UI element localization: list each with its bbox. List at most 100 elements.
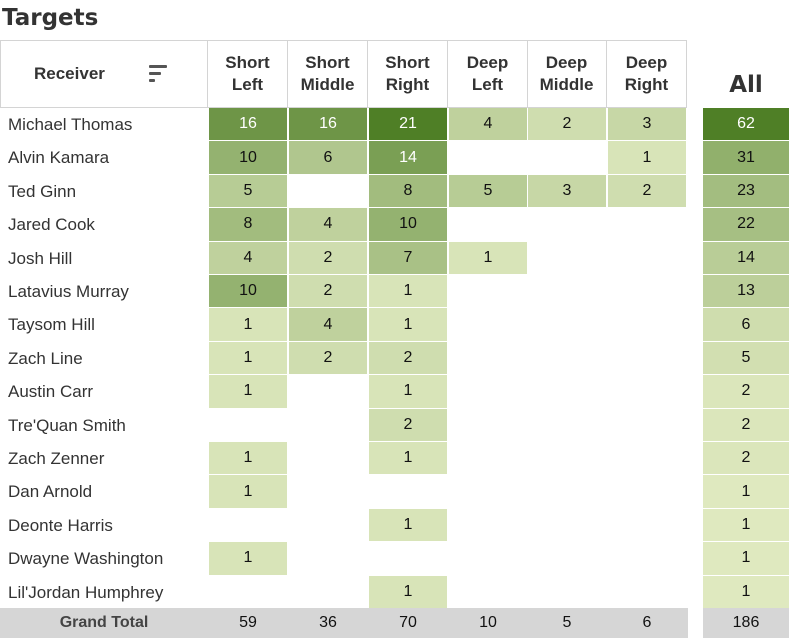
heatmap-cell: 1 [209, 542, 287, 575]
all-total-cell: 13 [703, 275, 789, 308]
heatmap-cell: 10 [369, 208, 447, 241]
heatmap-cell: 4 [289, 208, 367, 241]
heatmap-cell: 16 [289, 108, 367, 141]
heatmap-cell: 8 [369, 174, 447, 208]
all-total-cell: 1 [703, 542, 789, 575]
heatmap-cell: 10 [209, 141, 287, 174]
heatmap-cell: 16 [209, 108, 287, 141]
receiver-name: Zach Zenner [8, 449, 105, 468]
all-total-cell: 14 [703, 241, 789, 274]
all-total-cell: 23 [703, 174, 789, 208]
receiver-name: Josh Hill [8, 248, 73, 268]
receiver-name: Tre'Quan Smith [8, 415, 126, 435]
all-total-cell: 6 [703, 308, 789, 341]
column-header-line1: Deep [466, 53, 509, 72]
column-header-line2: Right [624, 75, 669, 94]
receiver-name: Deonte Harris [8, 515, 113, 535]
grand-total-cell: 70 [399, 614, 417, 631]
column-header-0: Short Left [208, 40, 288, 108]
chart-title: Targets [2, 5, 99, 31]
heatmap-cell: 10 [209, 275, 287, 308]
heatmap-cell: 2 [608, 174, 686, 208]
heatmap-cell: 3 [608, 108, 686, 141]
column-header-line1: Deep [545, 53, 588, 72]
receiver-name: Jared Cook [8, 215, 95, 235]
column-header-4: Deep Middle [527, 40, 607, 108]
column-header-line1: Deep [625, 53, 668, 72]
heatmap-cell: 1 [449, 241, 527, 274]
column-header-line2: Right [385, 75, 430, 94]
grand-total-bar [0, 608, 688, 638]
receiver-name: Lil'Jordan Humphrey [8, 582, 164, 602]
heatmap-cell: 1 [369, 442, 447, 475]
all-total-cell: 1 [703, 575, 789, 608]
heatmap-cell: 14 [369, 141, 447, 174]
heatmap-cell: 1 [369, 508, 447, 542]
all-total-cell: 62 [703, 108, 789, 141]
grand-total-label: Grand Total [59, 614, 149, 631]
heatmap-cell: 7 [369, 241, 447, 274]
heatmap-cell: 3 [528, 174, 606, 208]
column-header-line2: Middle [539, 75, 594, 94]
grand-total-cell: 59 [239, 614, 257, 631]
heatmap-cell: 2 [369, 408, 447, 441]
heatmap-cell: 2 [369, 341, 447, 375]
grand-total-cell: 6 [642, 614, 652, 631]
all-total-cell: 2 [703, 442, 789, 475]
all-total-cell: 2 [703, 375, 789, 408]
all-total-cell: 5 [703, 341, 789, 375]
receiver-column-header[interactable]: Receiver [0, 40, 208, 108]
heatmap-cell: 1 [608, 141, 686, 174]
all-total-cell: 22 [703, 208, 789, 241]
grand-total-cell: 10 [479, 614, 497, 631]
heatmap-cell: 5 [209, 174, 287, 208]
receiver-name: Dan Arnold [8, 482, 93, 502]
receiver-name: Alvin Kamara [8, 148, 110, 168]
grand-total-all-bar [703, 608, 789, 638]
receiver-name: Dwayne Washington [8, 549, 164, 569]
column-header-line2: Left [231, 75, 264, 94]
heatmap-cell: 4 [209, 241, 287, 274]
column-header-line1: Short [225, 53, 270, 72]
column-header-line1: Short [385, 53, 430, 72]
heatmap-cell: 1 [209, 442, 287, 475]
heatmap-cell: 1 [369, 308, 447, 341]
receiver-name: Taysom Hill [8, 315, 95, 335]
heatmap-cell: 21 [369, 108, 447, 141]
column-header-2: Short Right [368, 40, 448, 108]
heatmap-cell: 1 [209, 341, 287, 375]
heatmap-cell: 2 [528, 108, 606, 141]
heatmap-cell: 1 [209, 375, 287, 408]
all-total-cell: 31 [703, 141, 789, 174]
heatmap-cell: 1 [369, 375, 447, 408]
heatmap-cell: 1 [369, 575, 447, 608]
all-total-cell: 1 [703, 475, 789, 508]
heatmap-cell: 1 [209, 475, 287, 508]
receiver-name: Ted Ginn [8, 181, 77, 201]
heatmap-cell: 1 [369, 275, 447, 308]
all-total-cell: 1 [703, 508, 789, 542]
grand-total-cell: 36 [319, 614, 337, 631]
heatmap-cell: 8 [209, 208, 287, 241]
heatmap-cell: 1 [209, 308, 287, 341]
receiver-name: Austin Carr [8, 382, 94, 402]
column-header-line1: Short [305, 53, 350, 72]
heatmap-cell: 2 [289, 341, 367, 375]
heatmap-cell: 4 [449, 108, 527, 141]
receiver-name: Latavius Murray [8, 282, 129, 301]
sort-icon[interactable] [149, 65, 169, 83]
heatmap-cell: 2 [289, 241, 367, 274]
receiver-name: Zach Line [8, 348, 83, 368]
all-column-header: All [729, 72, 763, 98]
column-header-line2: Middle [300, 75, 355, 94]
all-total-cell: 2 [703, 408, 789, 441]
heatmap-cell: 5 [449, 174, 527, 208]
column-header-1: Short Middle [288, 40, 368, 108]
column-header-5: Deep Right [607, 40, 687, 108]
grand-total-cell: 5 [562, 614, 572, 631]
heatmap-cell: 4 [289, 308, 367, 341]
column-header-line2: Left [471, 75, 504, 94]
heatmap-cell: 2 [289, 275, 367, 308]
receiver-name: Michael Thomas [8, 115, 133, 134]
heatmap-cell: 6 [289, 141, 367, 174]
